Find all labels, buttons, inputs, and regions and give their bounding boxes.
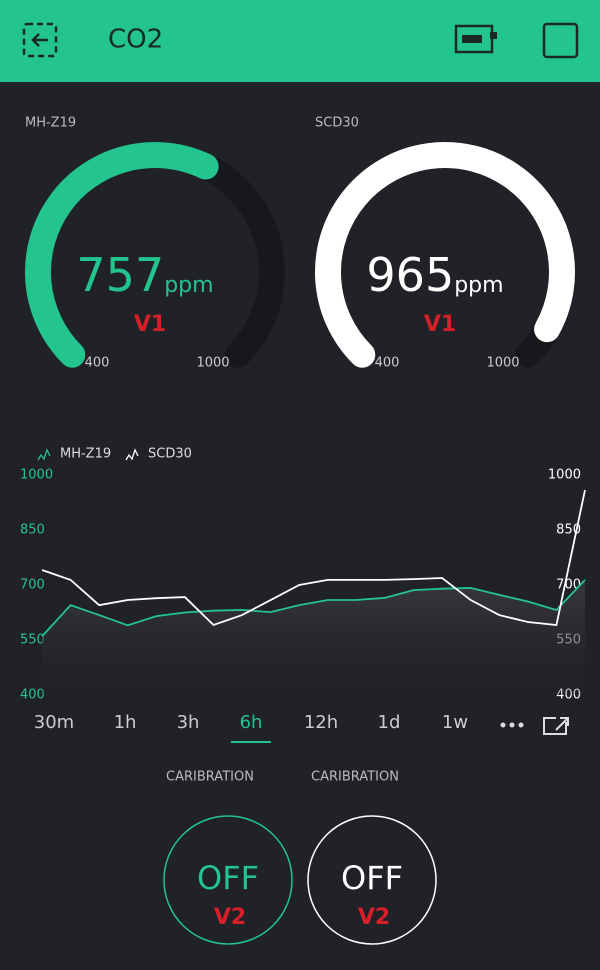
legend-entry: MH-Z19: [60, 447, 111, 462]
gauge-label: MH-Z19: [25, 116, 76, 131]
gauge-min: 400: [85, 356, 110, 371]
toggle-button[interactable]: [163, 815, 293, 945]
y-tick-label: 550: [20, 633, 45, 648]
y2-tick-label: 700: [556, 578, 581, 593]
gauge-readout: 965ppm: [366, 248, 503, 302]
range-tab[interactable]: 3h: [177, 712, 200, 733]
series-area: [42, 579, 585, 695]
gauge-arc: [315, 142, 575, 368]
range-tab[interactable]: 12h: [304, 712, 338, 733]
gauge-readout: 757ppm: [76, 248, 213, 302]
y2-tick-label: 850: [556, 523, 581, 538]
toggle-button[interactable]: [307, 815, 437, 945]
button-state: OFF: [341, 859, 403, 897]
range-tab[interactable]: 6h: [240, 712, 263, 733]
series-line: [41, 579, 586, 637]
header-title: CO2: [108, 25, 163, 55]
legend-icon: [125, 448, 139, 461]
range-tab[interactable]: 1d: [378, 712, 401, 733]
header-bar: [0, 0, 600, 82]
gauge-pin: V1: [424, 312, 456, 337]
gauge-value: 757: [76, 248, 164, 302]
expand-icon[interactable]: [543, 717, 569, 735]
legend-icon: [37, 448, 51, 461]
device-icon[interactable]: [454, 24, 497, 54]
y2-tick-label: 1000: [548, 468, 581, 483]
gauge-pin: V1: [134, 312, 166, 337]
legend-entry: SCD30: [148, 447, 192, 462]
button-state: OFF: [197, 859, 259, 897]
button-label: CARIBRATION: [166, 770, 254, 785]
more-icon[interactable]: [500, 722, 524, 728]
gauge-unit: ppm: [164, 273, 213, 298]
range-tab[interactable]: 1w: [442, 712, 468, 733]
back-icon[interactable]: [22, 22, 58, 58]
range-tab[interactable]: 1h: [114, 712, 137, 733]
button-label: CARIBRATION: [311, 770, 399, 785]
y-tick-label: 850: [20, 523, 45, 538]
y-tick-label: 1000: [20, 468, 53, 483]
y-tick-label: 700: [20, 578, 45, 593]
gauge-arc: [25, 142, 219, 368]
gauge-unit: ppm: [454, 273, 503, 298]
gauge-max: 1000: [196, 356, 229, 371]
series-line: [41, 489, 586, 626]
gauge-min: 400: [375, 356, 400, 371]
button-pin: V2: [214, 905, 246, 930]
gauge-max: 1000: [486, 356, 519, 371]
range-tab[interactable]: 30m: [34, 712, 74, 733]
gauge-value: 965: [366, 248, 454, 302]
gauge-label: SCD30: [315, 116, 359, 131]
button-pin: V2: [358, 905, 390, 930]
y-tick-label: 400: [20, 688, 45, 703]
stop-icon[interactable]: [542, 22, 579, 59]
